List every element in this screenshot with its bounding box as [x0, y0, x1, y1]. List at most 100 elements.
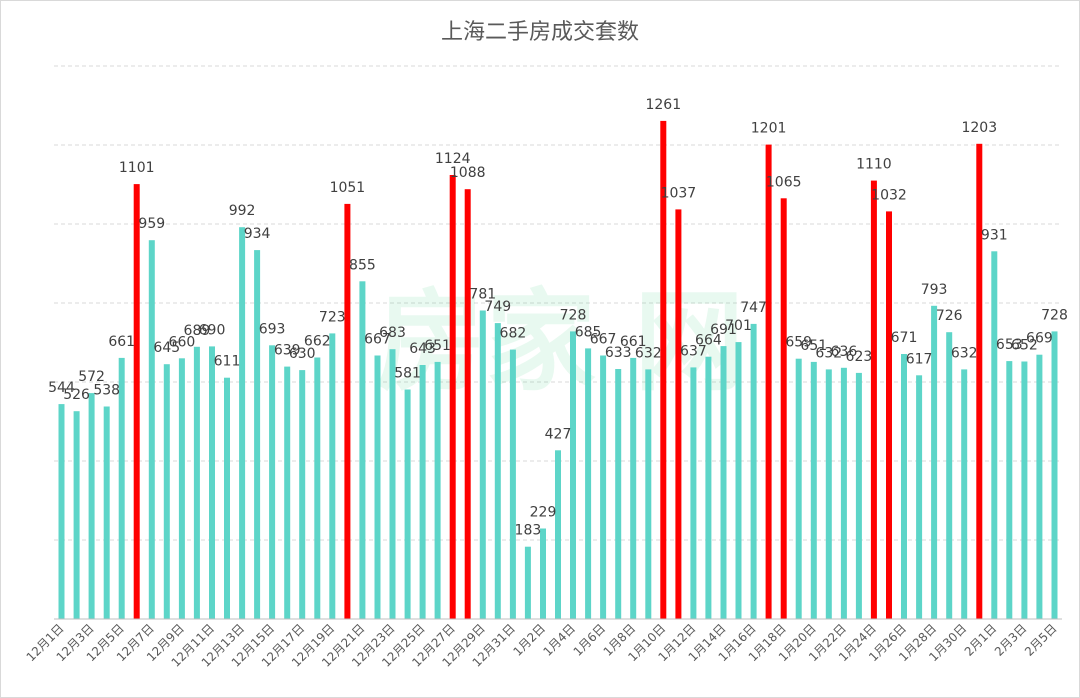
bar-12月29日 — [479, 310, 486, 619]
data-label-1月21日: 632 — [815, 345, 842, 361]
data-label-1月10日: 1261 — [645, 97, 681, 113]
x-tick-1月4日: 1月4日 — [540, 621, 578, 659]
bar-12月10日 — [193, 346, 200, 619]
data-label-12月2日: 526 — [63, 387, 90, 403]
bar-1月27日 — [916, 375, 923, 619]
data-label-12月23日: 683 — [379, 325, 406, 341]
data-label-1月18日: 1065 — [766, 174, 802, 190]
bar-1月2日 — [540, 528, 546, 619]
bar-1月1日 — [524, 546, 531, 619]
data-label-12月15日: 693 — [259, 321, 286, 337]
data-label-1月9日: 632 — [635, 345, 662, 361]
data-label-12月3日: 572 — [78, 369, 105, 385]
bar-12月11日 — [209, 346, 215, 619]
bar-1月22日 — [840, 367, 847, 619]
data-label-12月10日: 689 — [184, 323, 211, 339]
bar-12月17日 — [299, 370, 306, 619]
bar-1月16日 — [750, 323, 757, 619]
data-label-12月5日: 661 — [108, 334, 135, 350]
data-label-12月21日: 855 — [349, 257, 376, 273]
data-label-12月22日: 667 — [364, 332, 391, 348]
data-label-12月30日: 749 — [484, 299, 511, 315]
bar-12月8日 — [163, 364, 170, 619]
bar-12月24日 — [404, 389, 411, 619]
data-label-12月20日: 1051 — [330, 180, 366, 196]
data-label-1月11日: 1037 — [661, 185, 697, 201]
bar-1月5日 — [585, 348, 592, 619]
data-label-12月27日: 1124 — [435, 151, 471, 167]
data-label-1月12日: 637 — [680, 343, 707, 359]
data-label-12月8日: 645 — [153, 340, 180, 356]
bar-12月3日 — [88, 393, 95, 619]
bar-1月30日 — [961, 369, 968, 619]
bar-1月8日 — [630, 357, 637, 619]
data-label-1月23日: 623 — [846, 349, 873, 365]
data-label-1月22日: 636 — [831, 344, 858, 360]
data-label-12月12日: 611 — [214, 354, 241, 370]
data-label-1月28日: 793 — [921, 282, 948, 298]
data-label-12月18日: 662 — [304, 334, 331, 350]
bar-1月10日 — [660, 120, 667, 620]
data-label-1月20日: 651 — [800, 338, 827, 354]
bar-12月20日 — [344, 203, 351, 619]
bar-12月1日 — [58, 404, 65, 619]
bar-1月6日 — [600, 355, 607, 619]
bar-12月18日 — [314, 357, 321, 619]
bar-12月30日 — [494, 323, 501, 619]
bar-1月15日 — [735, 342, 742, 619]
data-label-12月7日: 959 — [138, 216, 165, 232]
bar-12月26日 — [434, 361, 441, 619]
bar-1月4日 — [570, 331, 576, 619]
bar-12月6日 — [133, 184, 140, 619]
bar-12月28日 — [464, 189, 471, 619]
data-label-1月6日: 667 — [590, 332, 617, 348]
bar-1月17日 — [765, 144, 772, 619]
data-label-1月26日: 671 — [891, 330, 918, 346]
bar-12月7日 — [148, 240, 155, 619]
data-label-1月4日: 728 — [560, 307, 587, 323]
data-label-1月24日: 1110 — [856, 157, 892, 173]
x-tick-2月3日: 2月3日 — [992, 621, 1030, 659]
data-label-1月1日: 183 — [515, 523, 542, 539]
x-tick-2月5日: 2月5日 — [1022, 621, 1060, 659]
data-label-12月25日: 643 — [409, 341, 436, 357]
bar-1月13日 — [705, 356, 712, 619]
data-label-2月3日: 652 — [1011, 338, 1038, 354]
data-label-1月15日: 701 — [725, 318, 752, 334]
data-label-2月5日: 728 — [1041, 307, 1068, 323]
data-label-1月19日: 659 — [785, 335, 812, 351]
bar-1月31日 — [976, 143, 983, 620]
bar-12月2日 — [73, 411, 80, 619]
bar-1月29日 — [946, 332, 953, 619]
bar-2月4日 — [1036, 354, 1043, 619]
bar-12月4日 — [103, 406, 110, 619]
data-label-12月26日: 651 — [424, 338, 451, 354]
data-label-2月1日: 931 — [981, 227, 1008, 243]
bar-1月26日 — [901, 354, 907, 619]
bar-12月22日 — [374, 355, 381, 619]
data-label-1月29日: 726 — [936, 308, 963, 324]
bar-2月5日 — [1051, 331, 1058, 619]
data-label-12月14日: 934 — [244, 226, 271, 242]
bar-12月13日 — [239, 227, 246, 619]
bar-1月20日 — [810, 361, 817, 619]
data-label-12月24日: 581 — [394, 366, 421, 382]
bar-2月1日 — [991, 251, 998, 620]
bar-1月24日 — [870, 180, 877, 619]
bar-1月11日 — [675, 209, 682, 619]
gridlines — [54, 65, 1062, 541]
data-label-1月2日: 229 — [530, 505, 557, 521]
bar-12月31日 — [509, 349, 516, 619]
data-label-1月30日: 632 — [951, 345, 978, 361]
data-label-1月7日: 633 — [605, 345, 632, 361]
bar-2月3日 — [1021, 361, 1028, 619]
data-label-12月4日: 538 — [93, 383, 120, 399]
data-label-1月25日: 1032 — [871, 187, 907, 203]
bar-1月25日 — [886, 211, 892, 619]
data-label-12月11日: 690 — [199, 322, 226, 338]
bar-12月12日 — [224, 377, 230, 619]
bar-12月27日 — [449, 175, 456, 619]
bar-1月28日 — [931, 305, 938, 619]
